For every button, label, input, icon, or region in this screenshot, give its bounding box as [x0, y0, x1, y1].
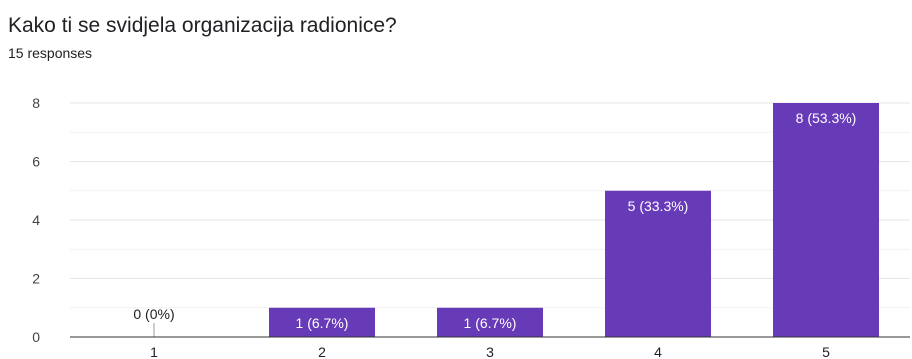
y-tick-label: 4	[32, 212, 40, 228]
bar-5	[773, 103, 879, 337]
y-tick-label: 6	[32, 154, 40, 170]
x-tick-label: 3	[486, 344, 494, 359]
bar-4	[605, 190, 711, 337]
bar-3	[437, 307, 543, 337]
bar-2	[269, 307, 375, 337]
response-count: 15 responses	[8, 45, 93, 61]
y-tick-label: 8	[32, 95, 40, 111]
data-label-2: 1 (6.7%)	[296, 315, 349, 331]
y-tick-label: 2	[32, 271, 40, 287]
question-title: Kako ti se svidjela organizacija radioni…	[8, 14, 397, 37]
data-label-5: 8 (53.3%)	[796, 110, 857, 126]
data-label-1: 0 (0%)	[133, 306, 174, 322]
x-tick-label: 4	[654, 344, 662, 359]
x-tick-label: 2	[318, 344, 326, 359]
y-tick-label: 0	[32, 329, 40, 345]
x-tick-label: 1	[150, 344, 158, 359]
x-tick-label: 5	[822, 344, 830, 359]
data-label-4: 5 (33.3%)	[628, 198, 689, 214]
data-label-3: 1 (6.7%)	[464, 315, 517, 331]
